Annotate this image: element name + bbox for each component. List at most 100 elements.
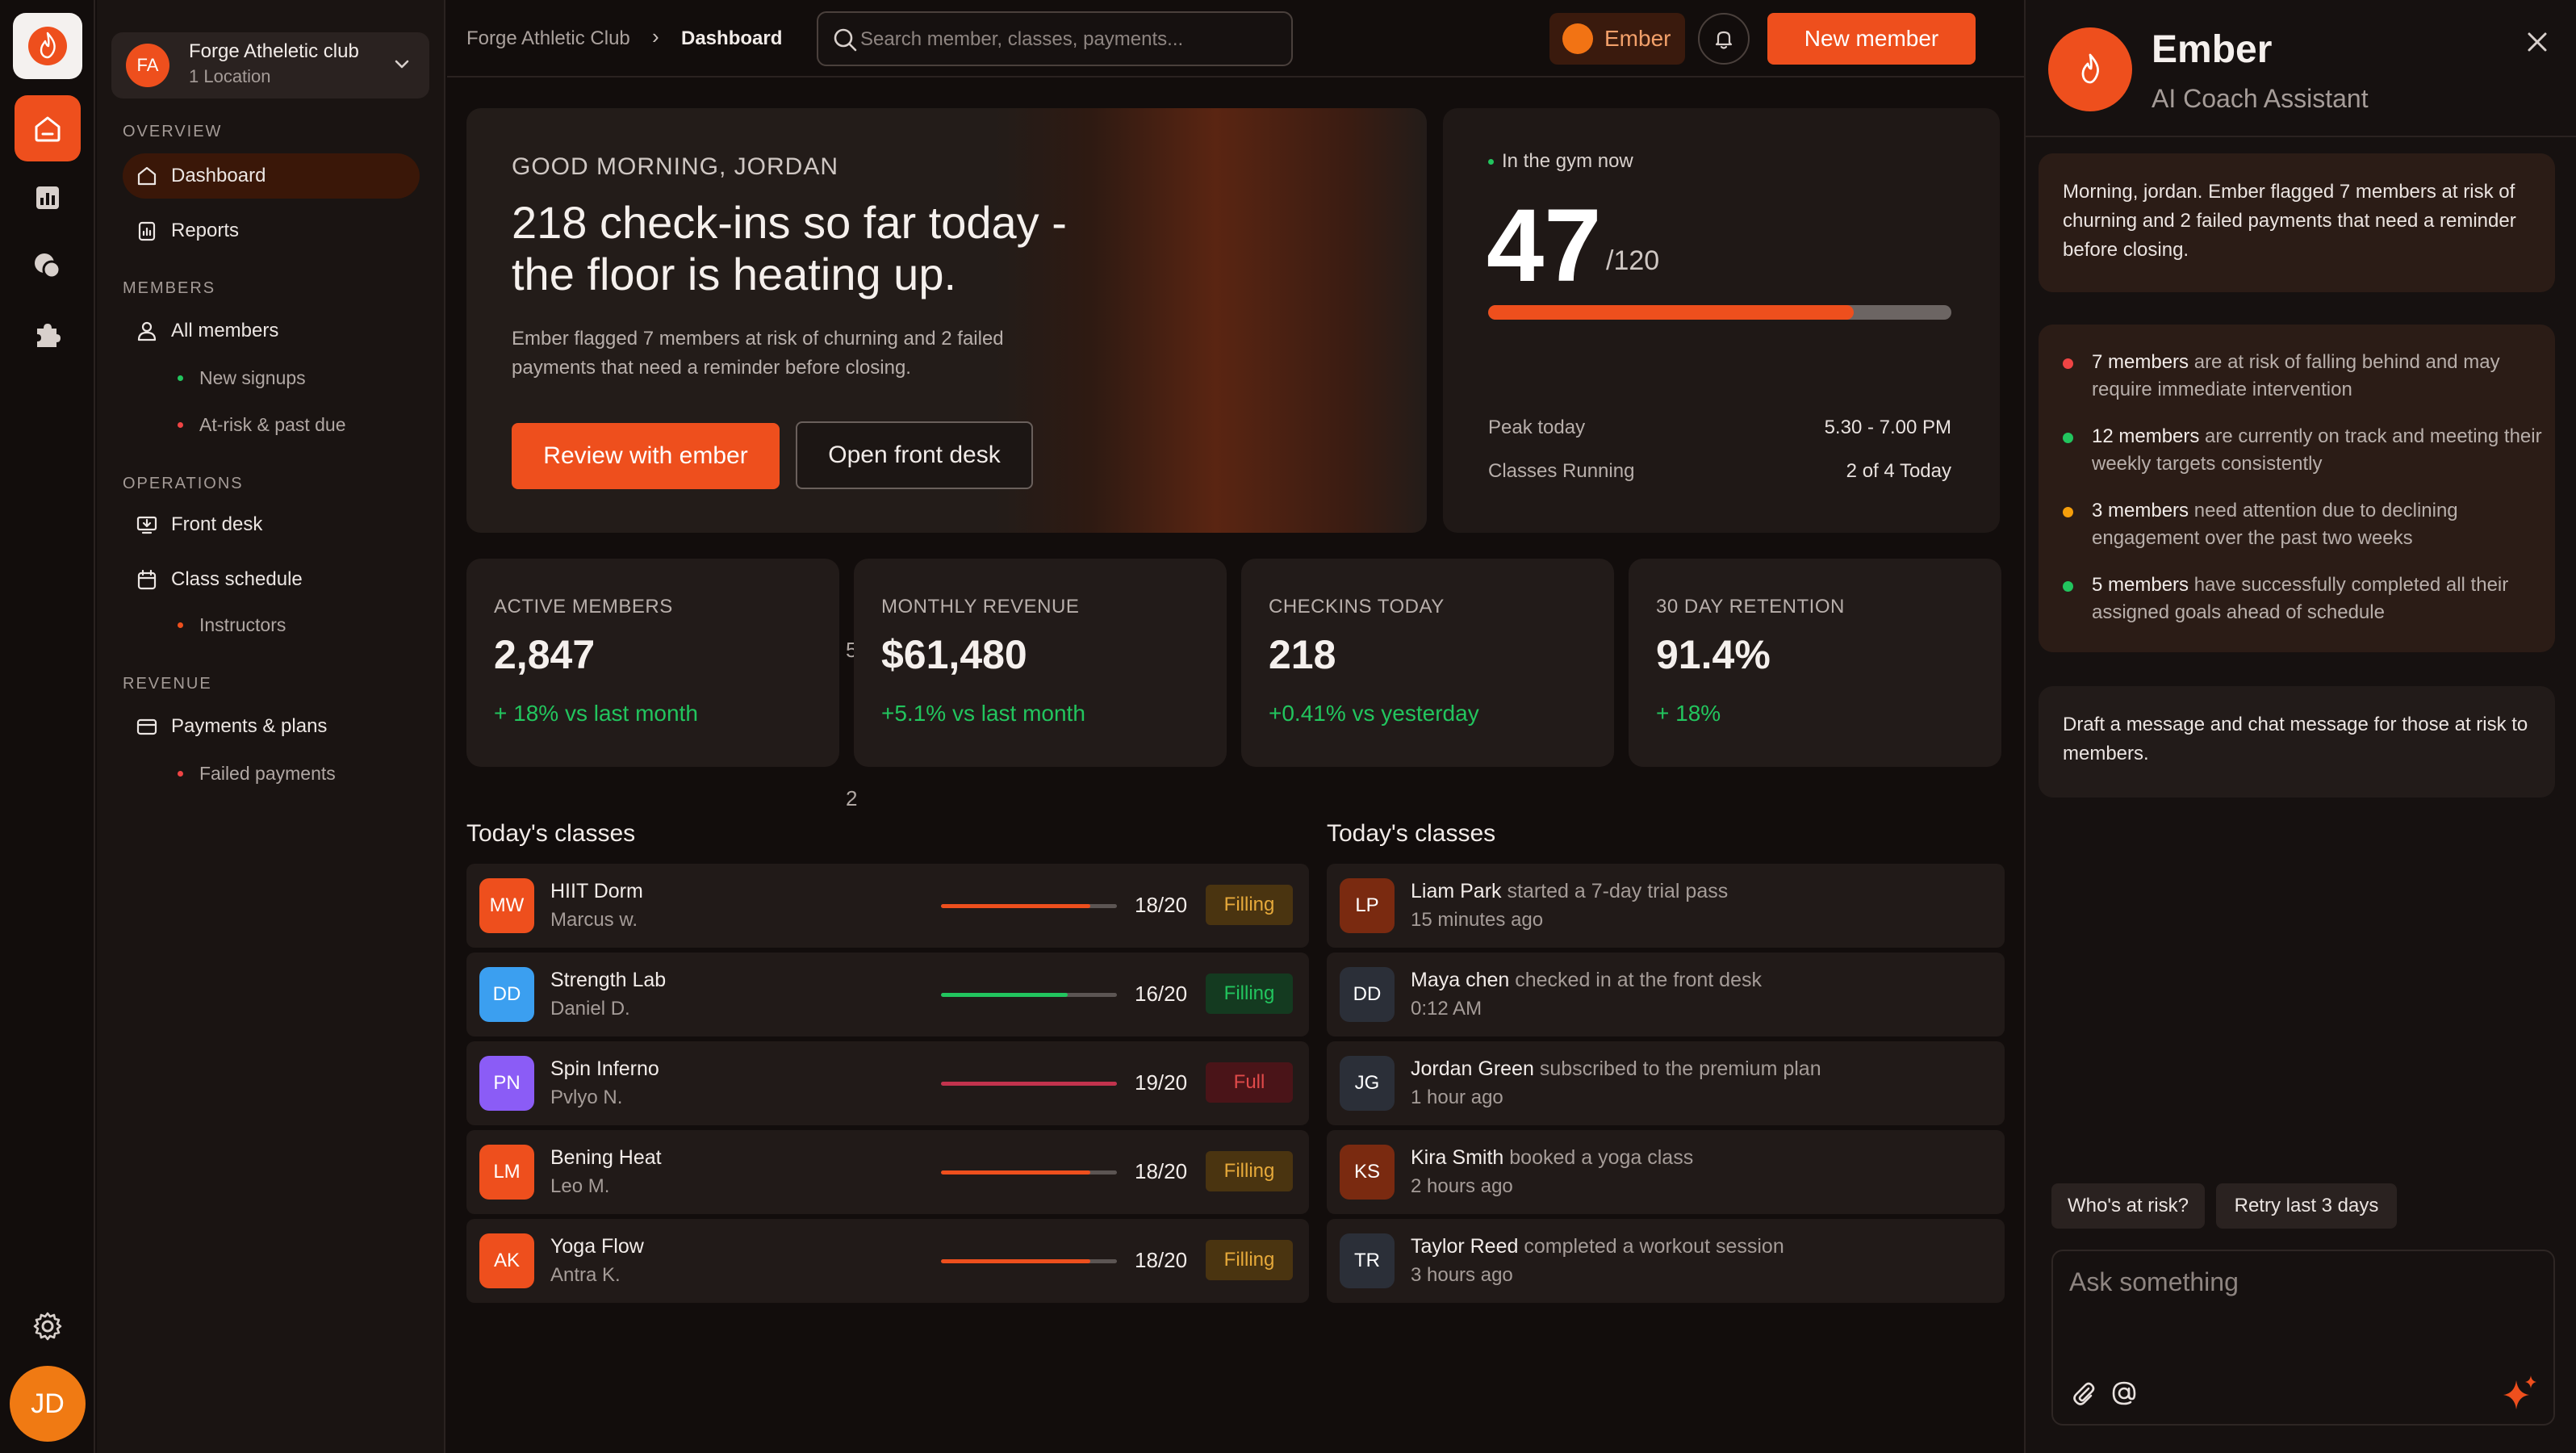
activity-row[interactable]: JG Jordan Green subscribed to the premiu… [1327, 1041, 2005, 1125]
class-name: HIIT Dorm [550, 880, 643, 902]
class-coach: Leo M. [550, 1175, 610, 1197]
classes-title: Today's classes [466, 820, 636, 847]
panel-header: Ember AI Coach Assistant [2026, 0, 2576, 137]
stat-label: CHECKINS TODAY [1269, 596, 1445, 618]
stat-delta: +5.1% vs last month [881, 701, 1085, 726]
user-avatar[interactable]: JD [10, 1366, 86, 1442]
gym-capacity: /120 [1606, 245, 1660, 276]
sidebar-item-all-members[interactable]: All members [123, 308, 420, 354]
hero-summary: Ember flagged 7 members at risk of churn… [512, 328, 1004, 379]
occupancy-bar [1488, 305, 1951, 320]
chat-icon[interactable] [15, 232, 81, 299]
class-capacity-bar [941, 1259, 1117, 1263]
class-capacity-fill [941, 993, 1068, 997]
mention-icon[interactable] [2110, 1379, 2139, 1408]
stat-card-monthly-revenue: MONTHLY REVENUE $61,480 +5.1% vs last mo… [854, 559, 1227, 767]
gym-count: 47 [1487, 188, 1602, 304]
class-row[interactable]: MW HIIT Dorm Marcus w. 18/20 Filling [466, 864, 1309, 948]
sidebar-item-dashboard[interactable]: Dashboard [123, 153, 420, 199]
class-avatar: MW [479, 878, 534, 933]
occupancy-bar-fill [1488, 305, 1855, 320]
chat-composer [2051, 1250, 2555, 1426]
section-members: MEMBERS [123, 279, 216, 297]
class-row[interactable]: DD Strength Lab Daniel D. 16/20 Filling [466, 953, 1309, 1036]
attach-icon[interactable] [2069, 1379, 2098, 1408]
new-member-button[interactable]: New member [1767, 13, 1976, 65]
class-name: Bening Heat [550, 1146, 662, 1169]
insight-item: 12 members are currently on track and me… [2063, 423, 2549, 478]
hero-title: 218 check-ins so far today - the floor i… [512, 197, 1067, 299]
search-input[interactable] [860, 24, 1280, 55]
sidebar-item-instructors[interactable]: Instructors 5 [178, 609, 857, 662]
puzzle-icon[interactable] [15, 302, 81, 368]
class-avatar: DD [479, 967, 534, 1022]
count-badge: 2 [846, 786, 858, 810]
bar-chart-icon[interactable] [15, 165, 81, 231]
sidebar-item-failed-payments[interactable]: Failed payments 2 [178, 757, 857, 810]
club-switcher[interactable]: FA Forge Atheletic club 1 Location [111, 32, 429, 98]
class-capacity-bar [941, 993, 1117, 997]
panel-subtitle: AI Coach Assistant [2152, 84, 2369, 113]
stat-delta: + 18% vs last month [494, 701, 698, 726]
sidebar-item-at-risk[interactable]: At-risk & past due 5 [178, 408, 857, 462]
sparkle-send-icon[interactable] [2499, 1372, 2540, 1414]
section-operations: OPERATIONS [123, 475, 244, 492]
status-dot [178, 421, 183, 428]
activity-row[interactable]: KS Kira Smith booked a yoga class 2 hour… [1327, 1130, 2005, 1214]
notifications-button[interactable] [1698, 13, 1750, 65]
sidebar-item-label: Instructors [199, 613, 286, 635]
class-capacity-fill [941, 1082, 1117, 1086]
stat-delta: + 18% [1656, 701, 1721, 726]
club-avatar: FA [126, 44, 169, 87]
status-badge: Full [1206, 1062, 1293, 1103]
home-icon[interactable] [15, 95, 81, 161]
classes-running-value: 2 of 4 Today [1846, 460, 1951, 482]
class-capacity-bar [941, 1170, 1117, 1175]
sidebar-item-reports[interactable]: Reports [123, 208, 420, 253]
suggestion-chip-at-risk[interactable]: Who's at risk? [2051, 1183, 2205, 1229]
activity-row[interactable]: TR Taylor Reed completed a workout sessi… [1327, 1219, 2005, 1303]
search-box[interactable] [817, 11, 1293, 66]
sidebar-item-front-desk[interactable]: Front desk [123, 502, 420, 547]
stat-value: 218 [1269, 632, 1336, 677]
club-name: Forge Atheletic club [189, 40, 359, 62]
ember-toggle[interactable]: Ember [1549, 13, 1685, 65]
class-name: Yoga Flow [550, 1235, 644, 1258]
user-icon [134, 318, 160, 344]
activity-row[interactable]: LP Liam Park started a 7-day trial pass … [1327, 864, 2005, 948]
sidebar-item-label: Reports [171, 220, 240, 241]
search-icon [834, 28, 857, 52]
sidebar-item-class-schedule[interactable]: Class schedule [123, 557, 420, 602]
class-coach: Pvlyo N. [550, 1087, 623, 1108]
status-dot [2063, 433, 2073, 443]
ask-input[interactable] [2069, 1267, 2537, 1348]
hero-card: GOOD MORNING, JORDAN 218 check-ins so fa… [466, 108, 1427, 533]
sidebar-item-new-signups[interactable]: New signups 6 [178, 362, 857, 415]
class-count: 19/20 [1135, 1070, 1188, 1095]
activity-text: Jordan Green subscribed to the premium p… [1411, 1057, 1821, 1080]
class-row[interactable]: PN Spin Inferno Pvlyo N. 19/20 Full [466, 1041, 1309, 1125]
stat-card-retention: 30 DAY RETENTION 91.4% + 18% [1629, 559, 2001, 767]
activity-time: 15 minutes ago [1411, 909, 1544, 931]
status-badge: Filling [1206, 974, 1293, 1014]
settings-icon[interactable] [15, 1293, 81, 1359]
class-coach: Daniel D. [550, 998, 630, 1020]
review-with-ember-button[interactable]: Review with ember [512, 423, 780, 489]
close-icon[interactable] [2524, 29, 2550, 55]
panel-title: Ember [2152, 28, 2273, 71]
class-capacity-fill [941, 904, 1091, 908]
status-dot [178, 770, 183, 777]
class-row[interactable]: LM Bening Heat Leo M. 18/20 Filling [466, 1130, 1309, 1214]
suggestion-chip-retry[interactable]: Retry last 3 days [2216, 1183, 2397, 1229]
section-overview: OVERVIEW [123, 123, 223, 140]
stat-label: ACTIVE MEMBERS [494, 596, 673, 618]
sidebar-item-payments[interactable]: Payments & plans [123, 704, 420, 749]
breadcrumb-parent[interactable]: Forge Athletic Club [466, 27, 630, 49]
open-front-desk-button[interactable]: Open front desk [796, 421, 1033, 489]
sidebar-item-label: Failed payments [199, 762, 336, 784]
activity-row[interactable]: DD Maya chen checked in at the front des… [1327, 953, 2005, 1036]
member-avatar: DD [1340, 967, 1395, 1022]
class-row[interactable]: AK Yoga Flow Antra K. 18/20 Filling [466, 1219, 1309, 1303]
classes-running-row: Classes Running 2 of 4 Today [1488, 460, 1951, 483]
brand-flame-icon[interactable] [13, 13, 82, 79]
